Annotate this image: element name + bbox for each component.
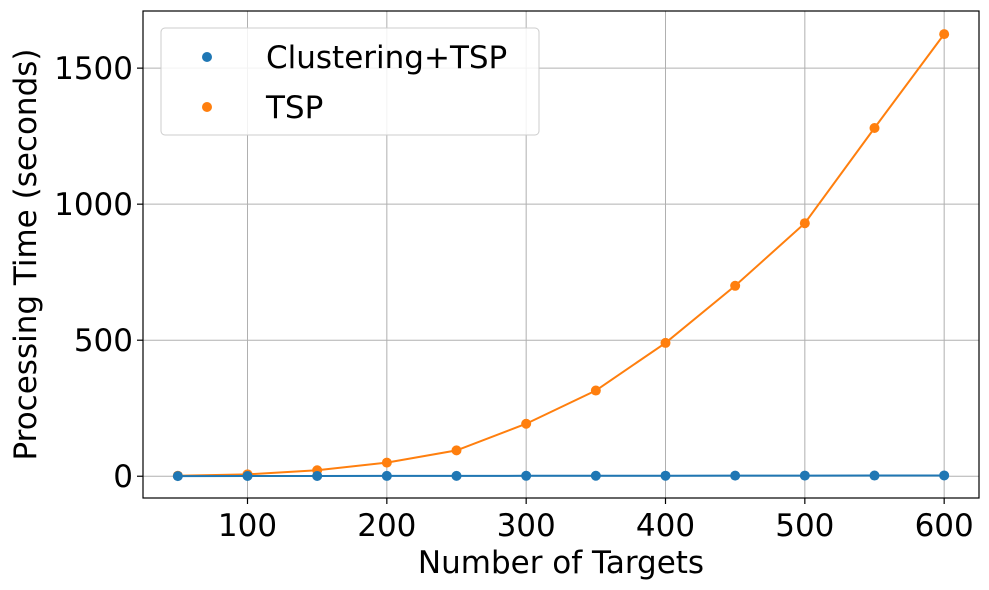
plot-frame — [142, 10, 980, 499]
x-tick-label: 300 — [497, 508, 556, 544]
x-tick-label: 500 — [775, 508, 834, 544]
data-point-series-1 — [869, 122, 880, 133]
data-point-series-0 — [660, 470, 671, 481]
data-point-series-0 — [869, 470, 880, 481]
data-point-series-1 — [590, 385, 601, 396]
y-tick-label: 500 — [74, 323, 133, 359]
y-tick-label: 1000 — [54, 187, 133, 223]
data-point-series-0 — [172, 471, 183, 482]
y-axis-label: Processing Time (seconds) — [8, 48, 44, 460]
legend-label-1: TSP — [265, 90, 323, 126]
data-point-series-1 — [939, 29, 950, 40]
data-point-series-1 — [730, 280, 741, 291]
data-point-series-1 — [660, 337, 671, 348]
x-tick-label: 600 — [915, 508, 974, 544]
legend-marker-0 — [202, 52, 212, 62]
y-tick-label: 0 — [113, 459, 133, 495]
data-point-series-1 — [451, 445, 462, 456]
x-tick-label: 100 — [218, 508, 277, 544]
data-point-series-0 — [521, 470, 532, 481]
legend-marker-1 — [202, 102, 212, 112]
data-point-series-0 — [381, 470, 392, 481]
data-point-series-0 — [590, 470, 601, 481]
series-line-1 — [177, 33, 945, 477]
x-tick-label: 200 — [357, 508, 416, 544]
series-layer — [172, 29, 950, 482]
legend-label-0: Clustering+TSP — [266, 40, 507, 76]
legend-box — [160, 27, 540, 136]
data-point-series-1 — [381, 457, 392, 468]
data-point-series-1 — [521, 418, 532, 429]
data-point-series-0 — [451, 470, 462, 481]
axis-ticks: 100 200 300 400 500 600 0 500 1000 1500 — [54, 51, 974, 544]
series-line-0 — [177, 474, 945, 478]
data-point-series-0 — [730, 470, 741, 481]
data-point-series-0 — [939, 470, 950, 481]
x-axis-label: Number of Targets — [418, 545, 704, 581]
data-point-series-0 — [312, 470, 323, 481]
legend: Clustering+TSP TSP — [160, 27, 540, 136]
x-tick-label: 400 — [636, 508, 695, 544]
y-tick-label: 1500 — [54, 51, 133, 87]
data-point-series-1 — [799, 218, 810, 229]
data-point-series-0 — [242, 471, 253, 482]
data-point-series-0 — [799, 470, 810, 481]
